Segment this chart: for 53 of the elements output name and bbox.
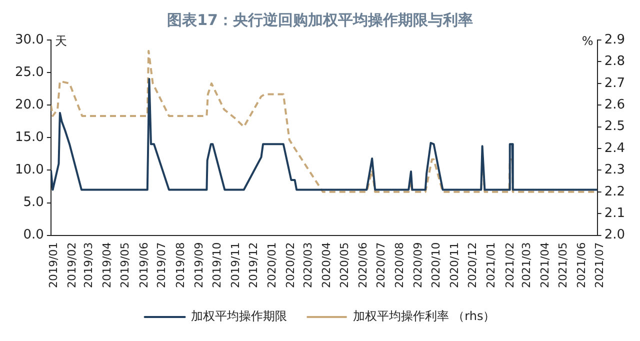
y2-tick-label: 2.7 — [604, 76, 626, 91]
x-tick-label: 2020/05 — [338, 242, 351, 288]
y-tick-label: 25.0 — [14, 64, 44, 80]
y2-tick-label: 2.8 — [604, 54, 626, 70]
y2-axis-title: % — [582, 34, 594, 48]
x-tick-label: 2019/03 — [82, 242, 96, 288]
y2-tick-label: 2.3 — [604, 162, 626, 178]
y2-tick-label: 2.9 — [604, 32, 626, 48]
x-tick-label: 2020/12 — [466, 242, 480, 288]
x-tick-label: 2019/01 — [46, 242, 60, 288]
x-tick-label: 2019/08 — [174, 242, 187, 288]
y2-tick-label: 2.6 — [604, 97, 626, 112]
x-tick-label: 2020/04 — [320, 242, 333, 288]
x-tick-label: 2021/04 — [538, 242, 552, 288]
x-tick-label: 2021/05 — [556, 242, 570, 288]
x-tick-label: 2021/06 — [575, 242, 588, 288]
x-tick-label: 2019/10 — [210, 242, 224, 288]
y2-tick-label: 2.4 — [604, 140, 626, 156]
x-tick-label: 2019/11 — [228, 242, 242, 288]
x-tick-label: 2020/03 — [301, 242, 314, 288]
y-tick-label: 20.0 — [14, 97, 44, 112]
x-tick-label: 2020/09 — [412, 242, 425, 288]
y-tick-label: 30.0 — [14, 32, 44, 48]
x-tick-label: 2020/02 — [284, 242, 298, 288]
x-tick-label: 2021/01 — [484, 242, 498, 288]
x-tick-label: 2020/01 — [265, 242, 278, 288]
x-tick-label: 2021/02 — [503, 242, 516, 288]
x-tick-label: 2020/06 — [356, 242, 370, 288]
y-tick-label: 10.0 — [14, 162, 44, 178]
legend-label: 加权平均操作期限 — [190, 309, 287, 324]
x-tick-label: 2020/08 — [393, 242, 406, 288]
chart-title: 图表17：央行逆回购加权平均操作期限与利率 — [167, 10, 473, 29]
y-tick-label: 15.0 — [14, 130, 44, 146]
x-tick-label: 2019/09 — [192, 242, 206, 288]
x-tick-label: 2019/05 — [118, 242, 132, 288]
x-tick-label: 2019/12 — [246, 242, 260, 288]
y-tick-label: 0.0 — [23, 228, 44, 243]
x-tick-label: 2021/03 — [520, 242, 534, 288]
y2-tick-label: 2.2 — [604, 184, 626, 200]
y-axis-title: 天 — [54, 34, 67, 48]
x-tick-label: 2020/11 — [448, 242, 462, 288]
legend-label: 加权平均操作利率 （rhs） — [352, 309, 496, 324]
x-tick-label: 2020/07 — [374, 242, 388, 288]
x-tick-label: 2019/06 — [137, 242, 150, 288]
x-tick-label: 2020/10 — [430, 242, 443, 288]
x-tick-label: 2021/07 — [593, 242, 606, 288]
x-tick-label: 2019/02 — [65, 242, 78, 288]
y2-tick-label: 2.5 — [604, 119, 626, 134]
y2-tick-label: 2.0 — [604, 228, 626, 243]
y-tick-label: 5.0 — [23, 195, 44, 210]
x-tick-label: 2019/07 — [155, 242, 168, 288]
x-tick-label: 2019/04 — [100, 242, 114, 288]
y2-tick-label: 2.1 — [604, 206, 626, 221]
